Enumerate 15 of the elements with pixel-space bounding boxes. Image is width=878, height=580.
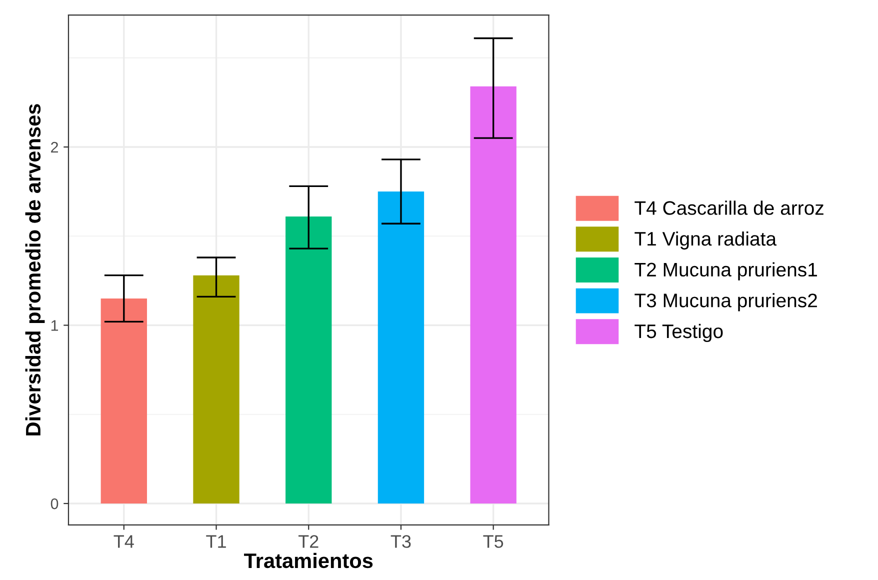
legend-label: T1 Vigna radiata <box>634 231 777 250</box>
y-tick-label: 2 <box>51 142 58 153</box>
x-tick-label: T5 <box>483 535 504 548</box>
x-tick-label: T3 <box>390 535 411 548</box>
y-tick-label: 0 <box>50 498 58 510</box>
legend-label: T3 Mucuna pruriens2 <box>634 293 817 312</box>
y-axis-title: Diversidad promedio de arvenses <box>25 104 45 436</box>
legend-label: T5 Testigo <box>634 324 723 342</box>
x-tick-label: T1 <box>206 535 226 548</box>
x-axis-title: Tratamientos <box>244 552 373 568</box>
y-tick-label: 1 <box>51 320 58 331</box>
legend-label: T4 Cascarilla de arroz <box>634 200 824 215</box>
legend-label: T2 Mucuna pruriens1 <box>634 262 817 280</box>
x-tick-label: T2 <box>298 535 318 548</box>
x-tick-label: T4 <box>114 535 134 548</box>
